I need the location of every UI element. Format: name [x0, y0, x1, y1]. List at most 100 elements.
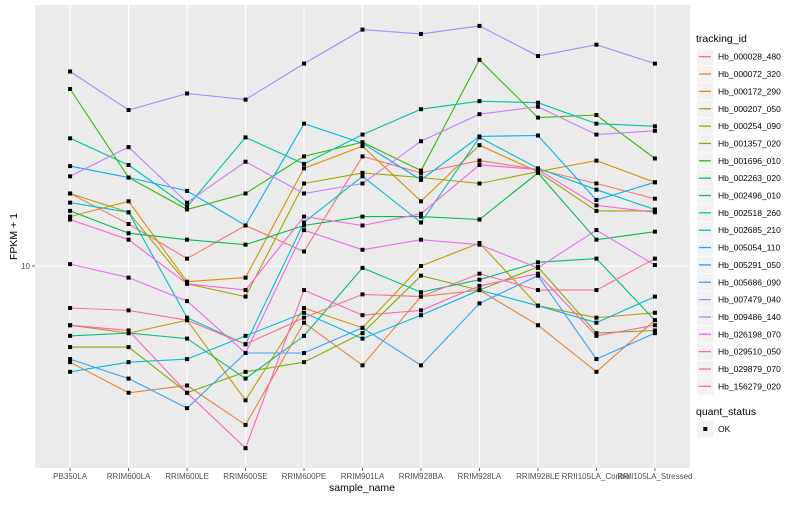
data-point: [594, 203, 599, 208]
data-point: [535, 323, 540, 328]
data-point: [302, 166, 307, 171]
data-point: [126, 237, 131, 242]
data-point: [68, 69, 73, 74]
legend-item: Hb_002518_260: [697, 204, 781, 222]
data-point: [185, 281, 190, 286]
data-point: [302, 181, 307, 186]
data-point: [302, 249, 307, 254]
data-point: [594, 256, 599, 261]
legend-item: Hb_000072_320: [697, 65, 781, 83]
data-point: [535, 167, 540, 172]
data-point: [360, 181, 365, 186]
legend-item: Hb_002685_210: [697, 221, 781, 239]
data-point: [360, 336, 365, 341]
data-point: [68, 345, 73, 350]
legend-item: Hb_009486_140: [697, 308, 781, 326]
data-point: [302, 360, 307, 365]
legend-label: Hb_026198_070: [718, 329, 781, 339]
legend-item: Hb_029510_050: [697, 343, 781, 360]
data-point: [185, 204, 190, 209]
data-point: [477, 217, 482, 222]
legend-label: Hb_000207_050: [718, 104, 781, 114]
legend-item: Hb_156279_020: [697, 378, 781, 395]
data-point: [477, 162, 482, 167]
data-point: [418, 139, 423, 144]
data-point: [243, 135, 248, 140]
data-point: [185, 279, 190, 284]
data-point: [185, 200, 190, 205]
data-point: [360, 325, 365, 330]
data-point: [68, 369, 73, 374]
data-point: [185, 237, 190, 242]
x-axis-title: sample_name: [329, 482, 395, 494]
legend-label: Hb_156279_020: [718, 381, 781, 391]
axes: PB350LA RRIM600LA RRIM600LE RRIM600SE RRIM60…: [21, 262, 692, 481]
data-point: [302, 161, 307, 166]
data-point: [126, 162, 131, 167]
data-point: [243, 242, 248, 247]
legend-item: Hb_000207_050: [697, 100, 781, 118]
data-point: [185, 207, 190, 212]
data-point: [243, 333, 248, 338]
legend-label: Hb_029510_050: [718, 347, 781, 357]
legend-item: Hb_005686_090: [697, 273, 781, 291]
data-point: [302, 223, 307, 228]
legend-label: OK: [718, 424, 731, 434]
data-point: [477, 277, 482, 282]
data-point: [302, 288, 307, 293]
data-point: [535, 104, 540, 109]
data-point: [477, 143, 482, 148]
data-point: [126, 231, 131, 236]
data-point: [418, 308, 423, 313]
data-point: [535, 133, 540, 138]
data-point: [302, 191, 307, 196]
data-point: [652, 328, 657, 333]
data-point: [360, 141, 365, 146]
data-point: [302, 320, 307, 325]
data-point: [418, 290, 423, 295]
data-point: [418, 170, 423, 175]
data-point: [477, 99, 482, 104]
data-point: [535, 115, 540, 120]
data-point: [360, 247, 365, 252]
data-point: [477, 271, 482, 276]
data-point: [360, 144, 365, 149]
data-point: [535, 260, 540, 265]
data-point: [477, 158, 482, 163]
data-point: [652, 256, 657, 261]
legend-label: Hb_001696_010: [718, 156, 781, 166]
data-point: [652, 263, 657, 268]
data-point: [243, 342, 248, 347]
legend-label: Hb_005686_090: [718, 277, 781, 287]
data-point: [594, 197, 599, 202]
x-tick-label: RRII105LA_Stressed: [617, 472, 692, 481]
data-point: [652, 229, 657, 234]
legend-label: Hb_009486_140: [718, 312, 781, 322]
data-point: [68, 164, 73, 169]
data-point: [302, 154, 307, 159]
data-point: [535, 288, 540, 293]
data-point: [418, 175, 423, 180]
data-point: [68, 87, 73, 92]
legend-label: Hb_000028_480: [718, 52, 781, 62]
x-tick-label: RRIM901LA: [341, 472, 385, 481]
data-point: [652, 294, 657, 299]
data-point: [477, 301, 482, 306]
data-point: [68, 174, 73, 179]
data-point: [594, 208, 599, 213]
data-point: [302, 306, 307, 311]
x-tick-label: RRIM928LE: [516, 472, 560, 481]
data-point: [302, 350, 307, 355]
data-point: [477, 283, 482, 288]
data-point: [126, 390, 131, 395]
data-point: [594, 158, 599, 163]
data-point: [418, 313, 423, 318]
data-point: [302, 220, 307, 225]
data-point: [594, 132, 599, 137]
data-point: [652, 61, 657, 66]
data-point: [594, 181, 599, 186]
data-point: [185, 299, 190, 304]
data-point: [243, 350, 248, 355]
data-point: [652, 156, 657, 161]
data-point: [418, 177, 423, 182]
